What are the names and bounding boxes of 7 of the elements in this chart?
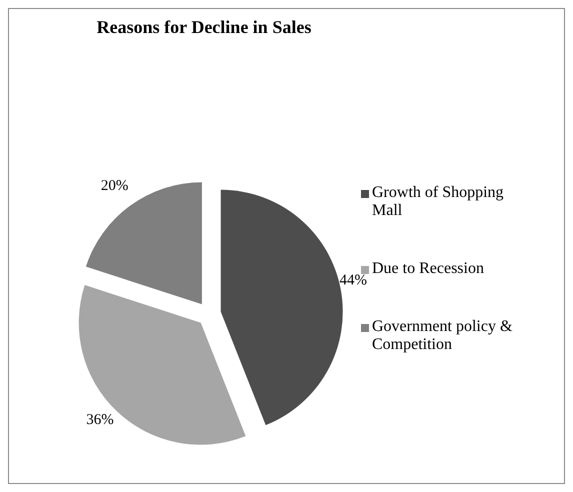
data-label: 20% bbox=[100, 178, 128, 194]
legend-label: Government policy & Competition bbox=[372, 318, 514, 354]
legend-label: Due to Recession bbox=[372, 260, 484, 278]
chart-title: Reasons for Decline in Sales bbox=[96, 17, 312, 38]
legend-label: Growth of Shopping Mall bbox=[372, 184, 505, 220]
data-label: 36% bbox=[86, 412, 114, 428]
data-label: 44% bbox=[340, 272, 368, 289]
